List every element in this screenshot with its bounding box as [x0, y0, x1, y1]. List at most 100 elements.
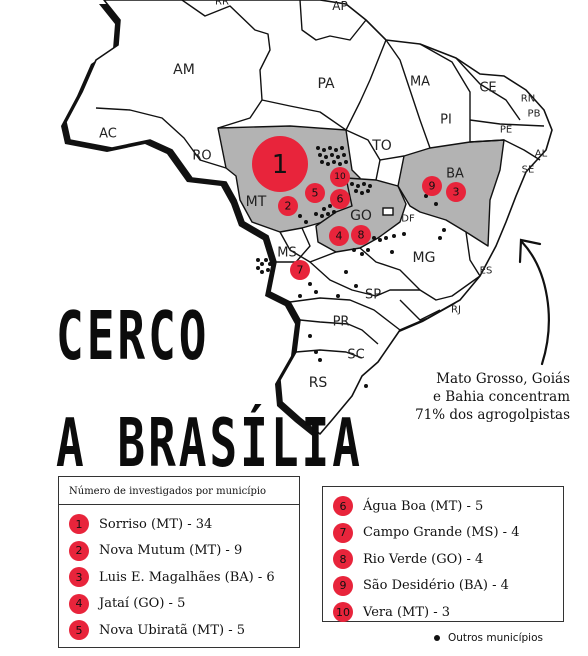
annotation-line-2: e Bahia concentram [433, 389, 570, 405]
state-label-go: GO [350, 208, 372, 224]
state-label-rs: RS [309, 375, 328, 391]
municipality-dot [256, 266, 260, 270]
annotation-line-3: 71% dos agrogolpistas [415, 407, 570, 423]
rank-badge: 7 [333, 522, 353, 543]
state-label-rj: RJ [451, 305, 461, 316]
marker-label-4: 4 [336, 230, 343, 243]
state-label-pe: PE [500, 125, 512, 136]
municipality-dot [326, 162, 330, 166]
state-label-se: SE [522, 165, 535, 176]
municipality-dot [264, 258, 268, 262]
municipality-dot [354, 189, 358, 193]
other-municipalities-dots [256, 146, 446, 388]
annotation-line-1: Mato Grosso, Goiás [436, 371, 570, 387]
state-label-sc: SC [347, 348, 364, 363]
municipality-dot [304, 220, 308, 224]
municipality-dot [334, 148, 338, 152]
title-line-2: A BRASÍLIA [56, 403, 363, 483]
marker-label-9: 9 [429, 180, 436, 193]
legend-title: Número de investigados por município [59, 477, 299, 505]
municipality-dot [392, 234, 396, 238]
legend-item: 9 São Desidério (BA) - 4 [333, 573, 563, 600]
legend-right: 6 Água Boa (MT) - 5 7 Campo Grande (MS) - … [322, 486, 564, 623]
marker-label-7: 7 [297, 264, 304, 277]
marker-1 [252, 136, 308, 192]
state-label-rr: RR [215, 0, 229, 8]
municipality-dot [314, 212, 318, 216]
rank-badge: 8 [333, 549, 353, 570]
legend-item: 5 Nova Ubiratã (MT) - 5 [69, 617, 299, 644]
municipality-dot [308, 282, 312, 286]
state-label-am: AM [173, 62, 195, 78]
state-label-ac: AC [99, 127, 117, 142]
marker-label-3: 3 [453, 186, 460, 199]
legend-item: 10 Vera (MT) - 3 [333, 599, 563, 626]
municipality-dot [330, 153, 334, 157]
municipality-dot [268, 262, 272, 266]
rank-badge: 10 [333, 602, 353, 623]
municipality-dot [318, 153, 322, 157]
municipality-dot [338, 162, 342, 166]
municipality-dot [356, 184, 360, 188]
marker-label-5: 5 [312, 187, 319, 200]
legend-item: 3 Luis E. Magalhães (BA) - 6 [69, 564, 299, 591]
state-label-ms: MS [277, 246, 296, 261]
legend-item-label: Nova Mutum (MT) - 9 [99, 543, 243, 559]
others-dot-icon [434, 635, 440, 641]
legend-left: Número de investigados por município 1 So… [58, 476, 300, 648]
marker-4 [329, 226, 349, 246]
legend-item-label: Rio Verde (GO) - 4 [363, 551, 484, 567]
legend-item-label: Luis E. Magalhães (BA) - 6 [99, 569, 275, 585]
legend-list-right: 6 Água Boa (MT) - 5 7 Campo Grande (MS) - … [323, 487, 563, 626]
municipality-dot [384, 236, 388, 240]
marker-8 [351, 225, 371, 245]
state-label-mt: MT [246, 194, 267, 210]
municipality-markers: 1 2 3 4 5 6 7 8 9 10 [252, 136, 466, 280]
map-title: CERCO A BRASÍLIA [56, 282, 363, 497]
municipality-dot [434, 202, 438, 206]
legend-list-left: 1 Sorriso (MT) - 34 2 Nova Mutum (MT) - 9 … [59, 505, 299, 644]
municipality-dot [340, 146, 344, 150]
municipality-dot [362, 182, 366, 186]
state-label-pi: PI [440, 113, 452, 128]
legend-item-label: Vera (MT) - 3 [363, 604, 451, 620]
others-legend: Outros municípios [434, 632, 543, 644]
marker-label-1: 1 [272, 150, 289, 180]
legend-item-label: Jataí (GO) - 5 [99, 596, 186, 612]
state-label-rn: RN [521, 94, 535, 105]
marker-10 [330, 167, 350, 187]
municipality-dot [298, 294, 302, 298]
municipality-dot [352, 248, 356, 252]
municipality-dot [402, 232, 406, 236]
rank-badge: 4 [69, 593, 89, 614]
municipality-dot [344, 270, 348, 274]
marker-label-8: 8 [358, 229, 365, 242]
rank-badge: 3 [69, 567, 89, 588]
rank-badge: 5 [69, 620, 89, 641]
municipality-dot [260, 262, 264, 266]
municipality-dot [332, 210, 336, 214]
municipality-dot [442, 228, 446, 232]
municipality-dot [354, 284, 358, 288]
municipality-dot [390, 250, 394, 254]
rank-badge: 2 [69, 540, 89, 561]
legend-item: 7 Campo Grande (MS) - 4 [333, 520, 563, 547]
state-label-df: DF [401, 214, 415, 225]
legend-item: 2 Nova Mutum (MT) - 9 [69, 538, 299, 565]
municipality-dot [328, 204, 332, 208]
municipality-dot [266, 268, 270, 272]
municipality-dot [372, 236, 376, 240]
municipality-dot [326, 212, 330, 216]
rank-badge: 9 [333, 575, 353, 596]
municipality-dot [328, 146, 332, 150]
state-label-sp: SP [365, 288, 381, 303]
marker-6 [330, 189, 350, 209]
municipality-dot [260, 270, 264, 274]
municipality-dot [364, 384, 368, 388]
marker-9 [422, 176, 442, 196]
state-label-ba: BA [446, 167, 464, 182]
state-label-es: ES [480, 266, 493, 277]
municipality-dot [332, 160, 336, 164]
municipality-dot [324, 155, 328, 159]
municipality-dot [438, 236, 442, 240]
